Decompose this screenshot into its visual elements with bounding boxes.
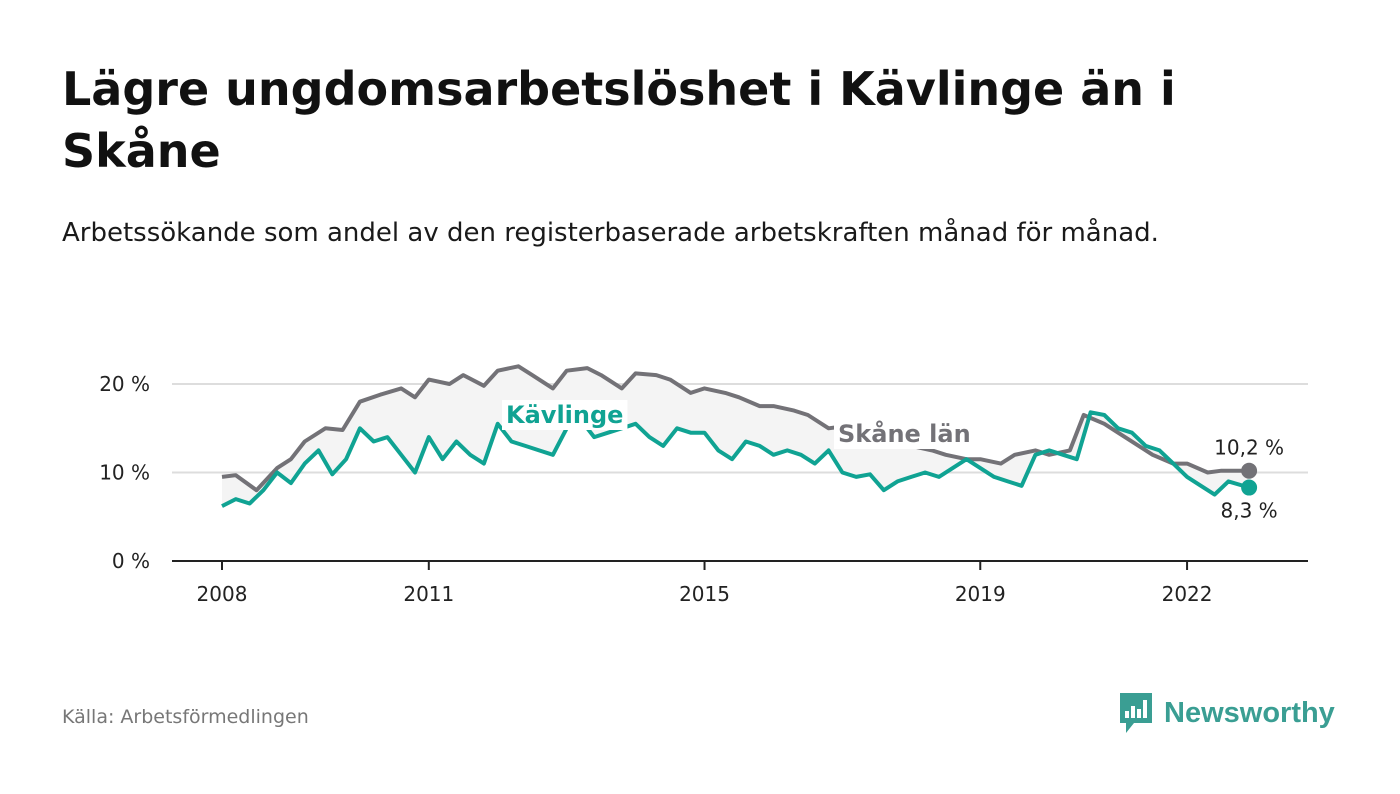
x-tick-label: 2015 bbox=[679, 582, 730, 606]
y-tick-label: 10 % bbox=[99, 461, 150, 485]
difference-area bbox=[222, 366, 1250, 507]
x-tick-label: 2008 bbox=[197, 582, 248, 606]
grid-layer bbox=[172, 383, 1308, 474]
label-layer: Kävlinge Skåne län 10,2 % 8,3 % bbox=[502, 400, 1284, 523]
end-label-skane: 10,2 % bbox=[1214, 436, 1284, 460]
x-tick-label: 2019 bbox=[955, 582, 1006, 606]
source-note: Källa: Arbetsförmedlingen bbox=[62, 706, 309, 728]
brand-name: Newsworthy bbox=[1164, 696, 1335, 729]
series-line-kavlinge bbox=[221, 410, 1250, 508]
end-point-kavlinge bbox=[1241, 479, 1258, 496]
end-point-skane bbox=[1241, 462, 1258, 479]
brand-logo[interactable]: Newsworthy bbox=[1118, 690, 1335, 736]
y-tick-label: 20 % bbox=[99, 372, 150, 396]
series-label-kavlinge: Kävlinge bbox=[506, 401, 623, 429]
series-label-skane-bg bbox=[834, 418, 975, 449]
series-label-kavlinge-bg bbox=[502, 400, 628, 430]
x-tick-label: 2022 bbox=[1162, 582, 1213, 606]
axis-layer: 0 % 10 % 20 % 2008 2011 2015 2019 2022 bbox=[99, 372, 1308, 606]
chart-title: Lägre ungdomsarbetslöshet i Kävlinge än … bbox=[62, 62, 1176, 178]
x-tick-label: 2011 bbox=[403, 582, 454, 606]
end-label-kavlinge: 8,3 % bbox=[1221, 499, 1278, 523]
series-line-skane bbox=[221, 364, 1250, 493]
series-label-skane: Skåne län bbox=[838, 419, 971, 448]
newsworthy-icon bbox=[1120, 693, 1152, 733]
y-tick-label: 0 % bbox=[112, 549, 150, 573]
chart-subtitle: Arbetssökande som andel av den registerb… bbox=[62, 218, 1159, 248]
